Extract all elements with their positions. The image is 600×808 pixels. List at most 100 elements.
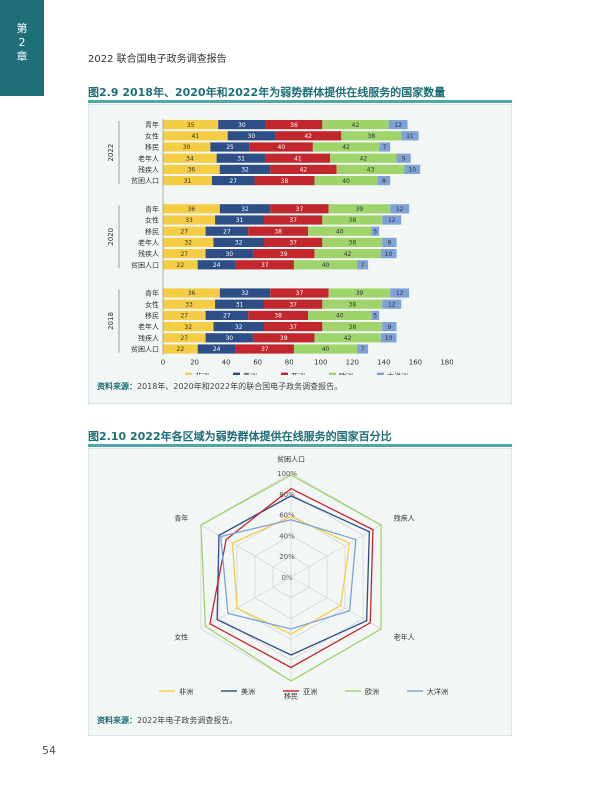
bar-segment xyxy=(328,204,391,214)
bar-segment xyxy=(163,249,206,259)
x-tick-label: 80 xyxy=(285,359,294,367)
category-label: 残疾人 xyxy=(138,333,159,342)
data-label: 12 xyxy=(396,290,404,297)
bar-segment xyxy=(163,288,220,298)
bar-segment xyxy=(382,299,402,309)
chapter-char-2: 章 xyxy=(16,50,28,63)
category-label: 女性 xyxy=(145,131,159,140)
data-label: 27 xyxy=(223,228,231,235)
radar-spoke xyxy=(290,524,382,578)
data-label: 32 xyxy=(184,324,192,331)
data-label: 8 xyxy=(382,178,386,185)
bar-segment xyxy=(213,237,264,247)
radar-spoke xyxy=(200,576,292,630)
bar-segment xyxy=(270,164,337,174)
bar-segment xyxy=(211,176,255,186)
category-label: 女性 xyxy=(145,300,159,309)
bar-segment xyxy=(227,131,276,141)
category-label: 移民 xyxy=(145,311,159,320)
data-label: 12 xyxy=(396,206,404,213)
bar-segment xyxy=(248,310,309,320)
bar-segment xyxy=(216,153,266,163)
data-label: 37 xyxy=(289,301,297,308)
legend-swatch xyxy=(185,372,192,375)
bar-segment xyxy=(396,153,411,163)
bar-segment xyxy=(322,237,383,247)
category-label: 移民 xyxy=(145,143,159,152)
data-label: 24 xyxy=(213,346,221,353)
data-label: 27 xyxy=(180,313,188,320)
bar-segment xyxy=(219,288,271,298)
bar-segment xyxy=(235,260,294,270)
bar-segment xyxy=(263,237,323,247)
bar-segment xyxy=(357,260,369,270)
data-label: 32 xyxy=(235,240,243,247)
data-label: 42 xyxy=(344,251,352,258)
data-label: 36 xyxy=(188,167,196,174)
bar-segment xyxy=(322,322,383,332)
bar-segment xyxy=(163,153,217,163)
bar-segment xyxy=(163,333,206,343)
data-label: 38 xyxy=(349,217,357,224)
data-label: 37 xyxy=(296,206,304,213)
bar-segment xyxy=(382,237,397,247)
data-label: 22 xyxy=(177,262,185,269)
data-label: 9 xyxy=(402,155,406,162)
bar-segment xyxy=(377,176,391,186)
legend-label: 大洋洲 xyxy=(427,687,448,696)
axis-label: 残疾人 xyxy=(394,514,415,523)
bar-segment xyxy=(308,310,372,320)
data-label: 25 xyxy=(226,144,234,151)
bar-segment xyxy=(163,164,220,174)
data-label: 12 xyxy=(388,217,396,224)
figure2-source-text: 2022年电子政务调查报告。 xyxy=(137,716,238,725)
axis-label: 女性 xyxy=(174,632,188,641)
data-label: 7 xyxy=(361,262,365,269)
bar-segment xyxy=(336,164,405,174)
axis-label: 青年 xyxy=(174,514,188,523)
legend-swatch xyxy=(329,372,336,375)
data-label: 42 xyxy=(300,167,308,174)
ring-label: 60% xyxy=(279,512,295,520)
bar-segment xyxy=(322,215,383,225)
bar-segment xyxy=(293,344,358,354)
data-label: 37 xyxy=(289,324,297,331)
bar-segment xyxy=(163,344,198,354)
bar-segment xyxy=(163,142,211,152)
data-label: 12 xyxy=(388,301,396,308)
data-label: 36 xyxy=(188,206,196,213)
bar-segment xyxy=(390,288,410,298)
data-label: 27 xyxy=(223,313,231,320)
data-label: 31 xyxy=(237,155,245,162)
data-label: 10 xyxy=(385,251,393,258)
bar-segment xyxy=(401,131,419,141)
data-label: 43 xyxy=(367,167,375,174)
bar-segment xyxy=(249,142,313,152)
ring-label: 20% xyxy=(279,553,295,561)
figure1-number: 图2.9 xyxy=(88,86,119,99)
ring-label: 80% xyxy=(279,491,295,499)
bar-segment xyxy=(322,299,383,309)
ring-label: 0% xyxy=(281,574,292,582)
bar-segment xyxy=(163,260,198,270)
bar-segment xyxy=(163,322,214,332)
series-line xyxy=(200,474,382,682)
bar-segment xyxy=(357,344,369,354)
category-label: 贫困人口 xyxy=(131,260,159,269)
x-tick-label: 140 xyxy=(377,359,390,367)
legend-label: 大洋洲 xyxy=(387,372,408,375)
bar-segment xyxy=(210,142,250,152)
category-label: 老年人 xyxy=(138,322,159,331)
bar-segment xyxy=(248,226,309,236)
bar-segment xyxy=(371,310,380,320)
legend-label: 亚洲 xyxy=(291,373,305,375)
data-label: 35 xyxy=(187,122,195,129)
category-label: 贫困人口 xyxy=(131,176,159,185)
series-line xyxy=(209,487,374,669)
legend-label: 美洲 xyxy=(243,372,257,375)
data-label: 30 xyxy=(238,122,246,129)
category-label: 青年 xyxy=(145,204,159,213)
data-label: 32 xyxy=(241,206,249,213)
data-label: 9 xyxy=(387,240,391,247)
